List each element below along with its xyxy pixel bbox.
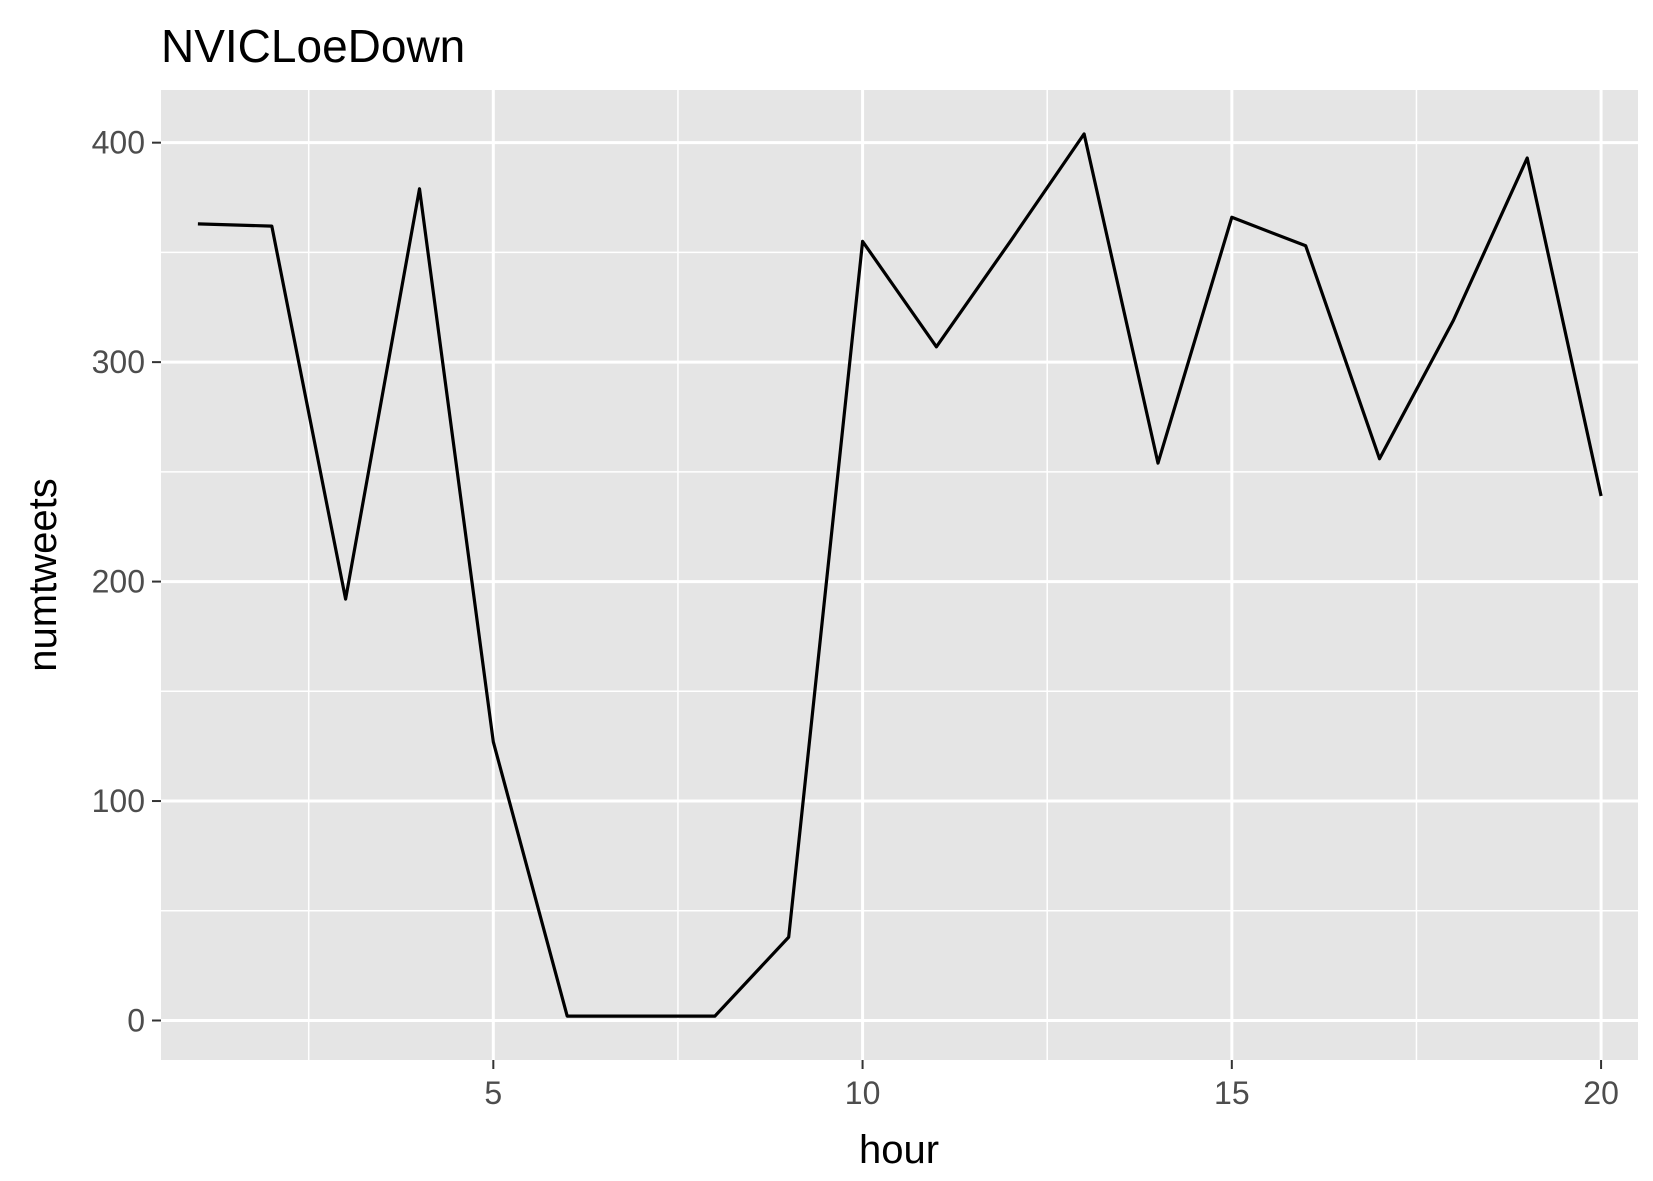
y-tick-label: 0	[127, 1002, 145, 1038]
y-tick-label: 400	[92, 125, 145, 161]
x-tick-label: 15	[1214, 1075, 1250, 1111]
y-tick-label: 200	[92, 564, 145, 600]
y-tick-label: 300	[92, 344, 145, 380]
y-axis-title: numtweets	[21, 478, 65, 671]
chart-title: NVICLoeDown	[161, 20, 465, 72]
series-line	[197, 132, 1603, 1018]
y-tick-label: 100	[92, 783, 145, 819]
x-tick-label: 5	[484, 1075, 502, 1111]
x-axis-title: hour	[859, 1128, 939, 1172]
x-tick-label: 20	[1583, 1075, 1619, 1111]
x-tick-label: 10	[845, 1075, 881, 1111]
series-layer	[197, 132, 1603, 1018]
